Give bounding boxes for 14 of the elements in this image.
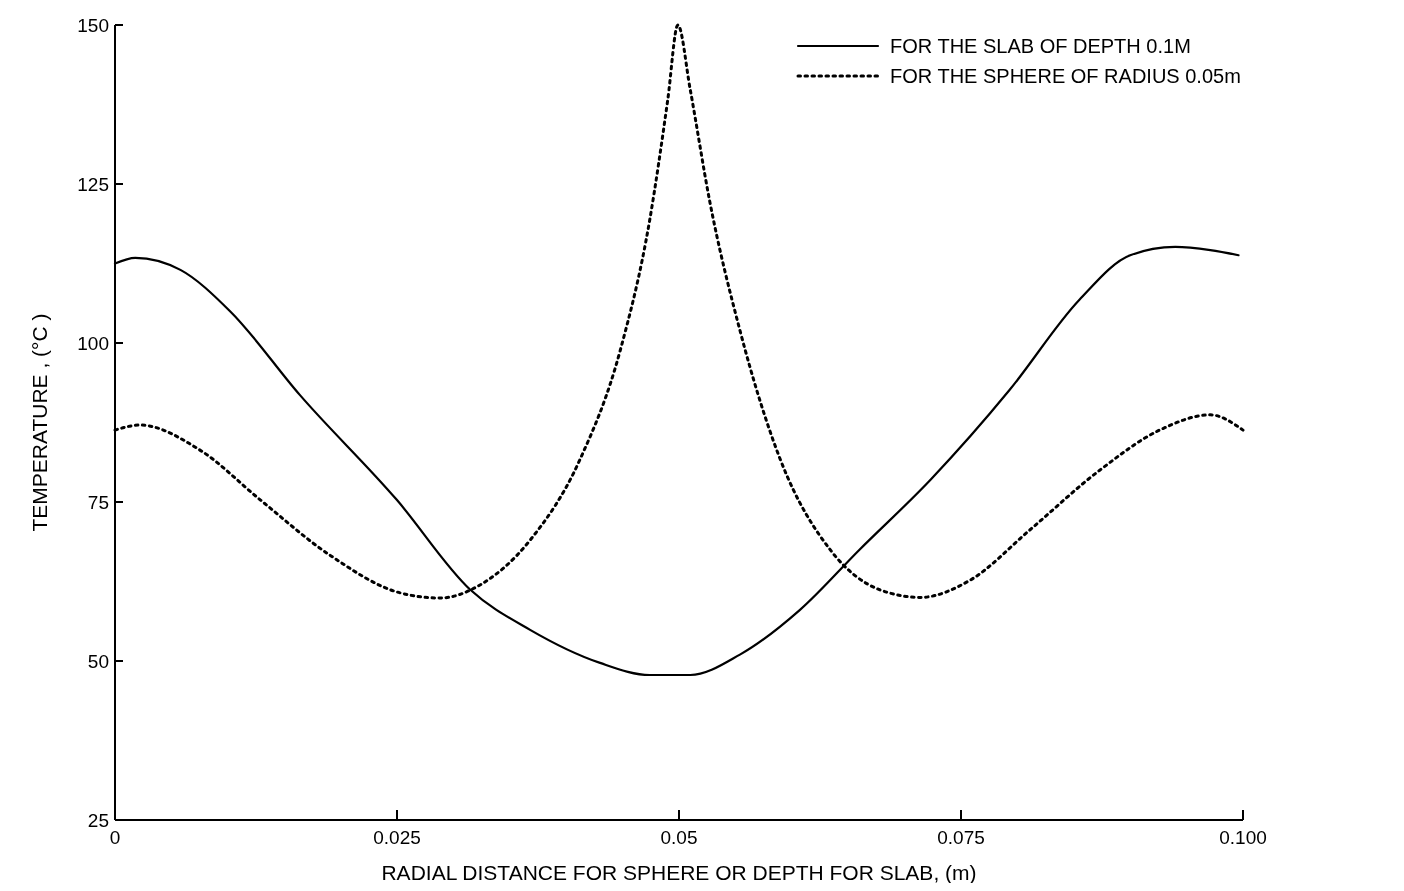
y-tick-label: 150 [77, 14, 109, 36]
legend-label: FOR THE SPHERE OF RADIUS 0.05m [890, 65, 1241, 87]
x-tick-label: 0.075 [937, 827, 985, 848]
legend-label: FOR THE SLAB OF DEPTH 0.1M [890, 35, 1191, 57]
y-tick-label: 100 [77, 332, 109, 354]
y-tick-label: 25 [87, 809, 109, 831]
y-tick-label: 50 [87, 650, 109, 672]
x-tick-label: 0.05 [660, 827, 698, 848]
y-tick-label: 75 [87, 491, 109, 513]
x-tick-label: 0.100 [1219, 827, 1267, 848]
x-tick-label: 0 [109, 827, 121, 848]
y-axis-title: TEMPERATURE , (°C ) [28, 313, 51, 532]
x-tick-label: 0.025 [373, 827, 421, 848]
y-tick-label: 125 [77, 173, 109, 195]
